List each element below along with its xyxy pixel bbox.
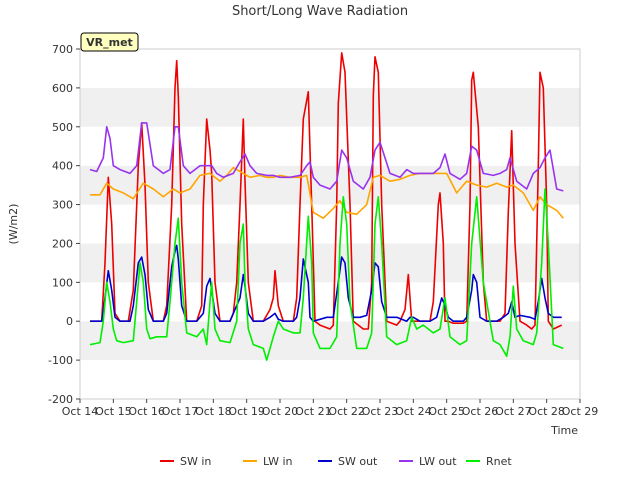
y-tick-label: 200	[52, 237, 73, 250]
legend-label: SW out	[338, 455, 378, 468]
y-tick-label: -100	[48, 354, 73, 367]
grid-band	[80, 49, 580, 88]
legend-item-sw-out: SW out	[318, 455, 378, 468]
station-badge-label: VR_met	[86, 36, 133, 49]
grid-band	[80, 321, 580, 361]
x-axis-label: Time	[550, 424, 578, 437]
legend: SW in LW in SW out LW out Rnet	[160, 455, 512, 468]
grid-band	[80, 165, 580, 205]
x-tick-label: Oct 28	[528, 405, 565, 418]
x-tick-label: Oct 23	[362, 405, 399, 418]
x-tick-label: Oct 29	[562, 405, 599, 418]
x-tick-label: Oct 25	[428, 405, 465, 418]
grid-band	[80, 87, 580, 127]
legend-label: Rnet	[486, 455, 512, 468]
legend-label: SW in	[180, 455, 211, 468]
x-tick-label: Oct 22	[328, 405, 365, 418]
y-axis-label: (W/m2)	[7, 204, 20, 245]
series-line-lw-out	[89, 122, 564, 192]
x-tick-label: Oct 21	[295, 405, 332, 418]
plot-border	[79, 48, 581, 400]
x-tick-label: Oct 18	[195, 405, 232, 418]
y-tick-label: 400	[52, 160, 73, 173]
x-tick-label: Oct 16	[128, 405, 165, 418]
series-line-sw-out	[90, 244, 562, 322]
x-tick-label: Oct 20	[262, 405, 299, 418]
y-tick-label: 300	[52, 199, 73, 212]
y-tick-label: 700	[52, 43, 73, 56]
x-tick-label: Oct 26	[462, 405, 499, 418]
y-tick-label: 500	[52, 121, 73, 134]
chart-title: Short/Long Wave Radiation	[232, 4, 408, 19]
x-tick-label: Oct 15	[95, 405, 132, 418]
grid-band	[80, 204, 580, 244]
series-line-sw-in	[90, 52, 563, 330]
background-bands	[79, 48, 581, 400]
y-tick-label: -200	[48, 393, 73, 406]
grid-band	[80, 360, 580, 399]
legend-label: LW in	[263, 455, 293, 468]
x-tick-label: Oct 17	[162, 405, 199, 418]
legend-label: LW out	[419, 455, 457, 468]
plot-area	[89, 52, 564, 361]
station-badge: VR_met	[80, 32, 139, 52]
x-tick-label: Oct 24	[395, 405, 432, 418]
grid-band	[80, 243, 580, 283]
x-tick-label: Oct 27	[495, 405, 532, 418]
legend-item-sw-in: SW in	[160, 455, 211, 468]
x-tick-label: Oct 19	[228, 405, 265, 418]
y-tick-label: 600	[52, 82, 73, 95]
y-tick-label: 100	[52, 276, 73, 289]
legend-item-lw-in: LW in	[243, 455, 293, 468]
y-tick-label: 0	[66, 315, 73, 328]
legend-item-rnet: Rnet	[466, 455, 512, 468]
legend-item-lw-out: LW out	[399, 455, 457, 468]
series-line-rnet	[89, 188, 564, 361]
grid-band	[80, 282, 580, 322]
x-tick-label: Oct 14	[62, 405, 99, 418]
series-line-lw-in	[90, 166, 564, 219]
grid-band	[80, 126, 580, 166]
